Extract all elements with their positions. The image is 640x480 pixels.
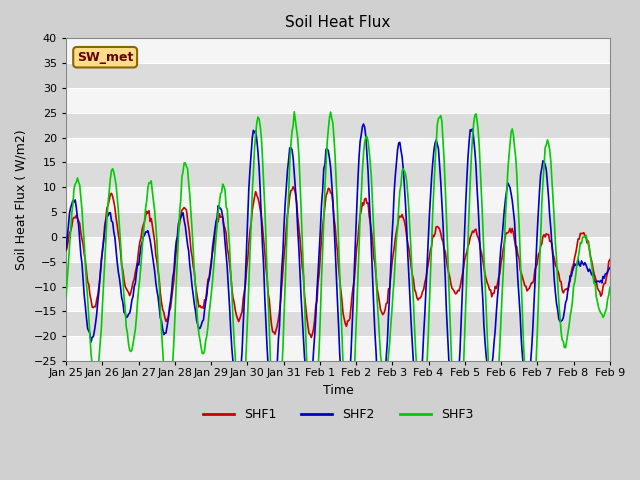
Bar	[66, 88, 610, 113]
SHF3	[367, 177, 375, 182]
SHF2	[464, 155, 472, 160]
SHF2	[452, 415, 460, 420]
SHF3	[558, 337, 566, 343]
SHF3	[606, 285, 614, 290]
SHF2	[62, 246, 70, 252]
SHF1	[558, 288, 566, 293]
Bar	[66, 262, 610, 287]
SHF1	[395, 215, 403, 221]
SHF2	[292, 185, 300, 191]
SHF2	[367, 248, 375, 254]
SHF3	[394, 225, 401, 230]
SHF2	[558, 317, 566, 323]
SHF1	[369, 237, 376, 243]
SHF2	[394, 147, 401, 153]
Bar	[66, 187, 610, 212]
SHF1	[464, 243, 472, 249]
SHF3	[292, 126, 300, 132]
X-axis label: Time: Time	[323, 384, 353, 396]
SHF3	[454, 446, 461, 452]
SHF3	[62, 294, 70, 300]
SHF2	[232, 380, 239, 385]
Line: SHF2: SHF2	[66, 124, 610, 418]
Line: SHF3: SHF3	[66, 112, 610, 449]
SHF1	[232, 307, 239, 312]
SHF1	[62, 248, 70, 254]
Bar	[66, 287, 610, 312]
Bar	[66, 38, 610, 63]
SHF1	[606, 257, 614, 263]
Bar	[66, 137, 610, 162]
SHF3	[291, 109, 298, 115]
Bar	[66, 63, 610, 88]
Y-axis label: Soil Heat Flux ( W/m2): Soil Heat Flux ( W/m2)	[15, 129, 28, 270]
Bar	[66, 212, 610, 237]
Line: SHF1: SHF1	[66, 187, 610, 337]
SHF3	[232, 354, 239, 360]
Bar	[66, 113, 610, 137]
Legend: SHF1, SHF2, SHF3: SHF1, SHF2, SHF3	[198, 403, 479, 426]
SHF2	[606, 265, 614, 271]
Bar	[66, 162, 610, 187]
Title: Soil Heat Flux: Soil Heat Flux	[285, 15, 390, 30]
Bar	[66, 312, 610, 336]
Text: SW_met: SW_met	[77, 51, 133, 64]
Bar	[66, 336, 610, 361]
Bar	[66, 237, 610, 262]
SHF1	[289, 184, 297, 190]
SHF2	[360, 121, 367, 127]
SHF3	[464, 236, 472, 242]
SHF1	[307, 335, 315, 340]
SHF1	[292, 198, 300, 204]
